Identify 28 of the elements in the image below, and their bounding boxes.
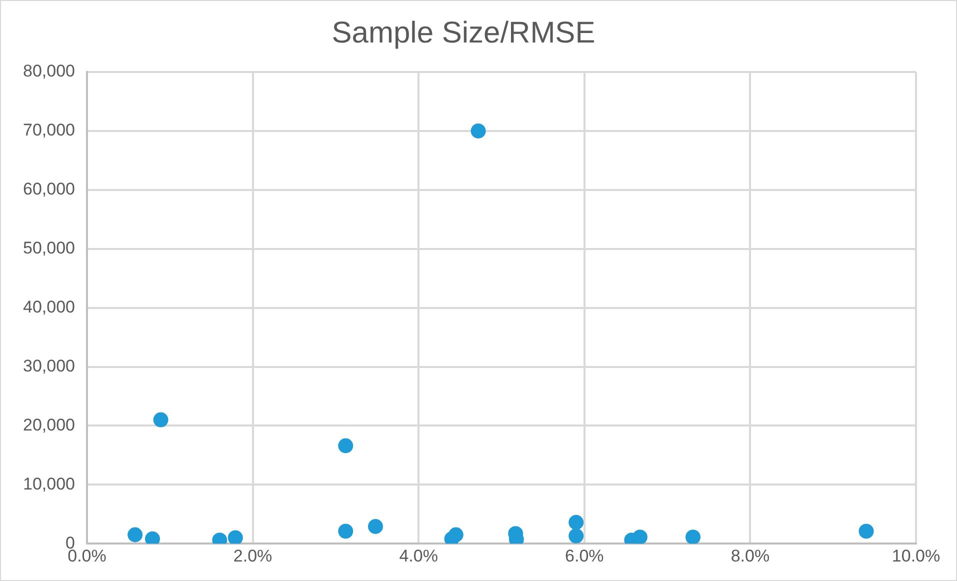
point (338, 438, 354, 454)
point (686, 530, 700, 544)
x-tick-label: 2.0% (233, 546, 272, 566)
point (144, 531, 160, 544)
point (568, 528, 584, 544)
y-tick-label: 40,000 (22, 297, 75, 316)
chart-title: Sample Size/RMSE (332, 16, 596, 50)
point (568, 514, 584, 530)
y-tick-label: 50,000 (22, 238, 75, 258)
y-tick-label: 70,000 (22, 120, 75, 140)
point (338, 524, 354, 539)
point (368, 519, 383, 534)
x-tick-label: 4.0% (399, 546, 438, 566)
point (632, 530, 648, 544)
point (470, 123, 486, 138)
x-tick-label: 8.0% (730, 546, 770, 566)
point (228, 530, 243, 544)
y-tick-label: 80,000 (22, 62, 75, 81)
point (448, 527, 464, 542)
point (153, 412, 168, 428)
y-tick-label: 30,000 (22, 356, 75, 376)
y-tick-label: 10,000 (22, 474, 75, 494)
point (858, 524, 874, 539)
x-tick-label: 10.0% (892, 546, 940, 566)
y-tick-label: 20,000 (22, 415, 75, 434)
x-tick-label: 6.0% (565, 546, 604, 566)
y-tick-label: 60,000 (22, 180, 75, 199)
point (128, 527, 143, 542)
